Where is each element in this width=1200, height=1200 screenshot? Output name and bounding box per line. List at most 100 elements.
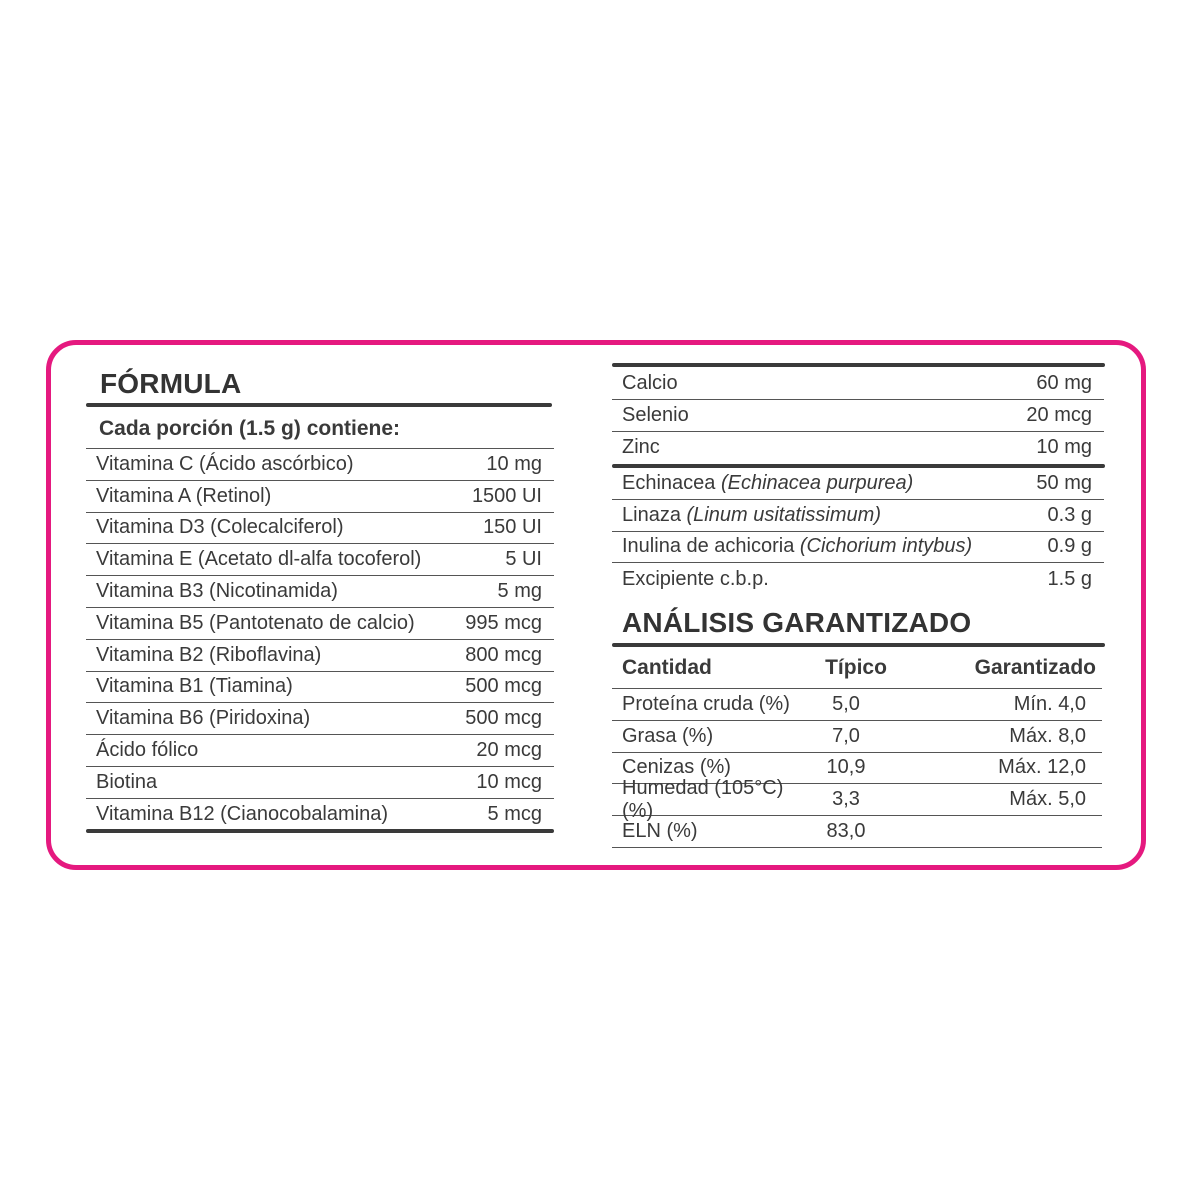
analysis-row: Humedad (105°C)(%) 3,3 Máx. 5,0	[612, 777, 1102, 822]
nutrient-value: 5 mg	[497, 580, 542, 603]
analysis-parameter: Grasa (%)	[622, 724, 714, 747]
botanical-common-name: Echinacea	[622, 471, 721, 494]
nutrient-value: 995 mcg	[465, 611, 542, 634]
analysis-guaranteed: Máx. 8,0	[1009, 724, 1086, 747]
nutrient-value: 1500 UI	[471, 484, 542, 507]
botanical-value: 0.3 g	[1047, 503, 1092, 526]
nutrient-name: Vitamina E (Acetato dl-alfa tocoferol)	[96, 548, 422, 571]
formula-row: Vitamina B6 (Piridoxina) 500 mcg	[86, 703, 554, 736]
nutrient-name: Vitamina B5 (Pantotenato de calcio)	[96, 611, 415, 634]
formula-row: Vitamina B5 (Pantotenato de calcio) 995 m…	[86, 608, 554, 640]
formula-row: Vitamina A (Retinol) 1500 UI	[86, 481, 554, 513]
botanical-row: Inulina de achicoria (Cichorium intybus)…	[612, 532, 1104, 564]
formula-subtitle-row: Cada porción (1.5 g) contiene:	[86, 410, 554, 449]
botanical-name: Echinacea (Echinacea purpurea)	[612, 472, 1036, 495]
formula-row: Vitamina B3 (Nicotinamida) 5 mg	[86, 576, 554, 608]
minerals-table: Calcio 60 mg Selenio 20 mcg Zinc 10 mg	[612, 368, 1104, 463]
botanical-latin-name: (Linum usitatissimum)	[686, 503, 881, 526]
analysis-row: ELN (%) 83,0	[612, 816, 1102, 848]
nutrient-value: 800 mcg	[465, 643, 542, 666]
nutrient-value: 20 mcg	[476, 739, 542, 762]
analysis-typical: 10,9	[826, 756, 866, 779]
botanical-latin-name: (Echinacea purpurea)	[720, 471, 914, 494]
formula-row: Vitamina D3 (Colecalciferol) 150 UI	[86, 513, 554, 545]
botanical-value: 1.5 g	[1047, 567, 1092, 590]
nutrient-name: Vitamina A (Retinol)	[96, 484, 272, 507]
nutrient-name: Vitamina B6 (Piridoxina)	[96, 707, 311, 730]
nutrient-name: Vitamina C (Ácido ascórbico)	[96, 452, 354, 475]
nutrient-name: Vitamina D3 (Colecalciferol)	[96, 516, 344, 539]
nutrient-value: 10 mcg	[476, 770, 542, 793]
nutrient-value: 10 mg	[486, 452, 542, 475]
nutrient-value: 5 UI	[505, 548, 542, 571]
botanical-name: Inulina de achicoria (Cichorium intybus)	[612, 535, 1048, 558]
analysis-typical: 83,0	[826, 820, 866, 843]
botanical-value: 50 mg	[1036, 471, 1092, 494]
formula-row: Vitamina E (Acetato dl-alfa tocoferol) 5 …	[86, 544, 554, 577]
analysis-guaranteed: Mín. 4,0	[1013, 692, 1086, 715]
botanical-row: Excipiente c.b.p. 1.5 g	[612, 563, 1104, 595]
nutrient-name: Vitamina B2 (Riboflavina)	[96, 643, 322, 666]
botanical-name: Linaza (Linum usitatissimum)	[612, 504, 1048, 527]
formula-row: Biotina 10 mcg	[86, 767, 554, 799]
header-garantizado: Garantizado	[974, 655, 1096, 679]
analysis-table: Cantidad Típico Garantizado Proteína cru…	[612, 647, 1102, 848]
analysis-typical: 5,0	[832, 692, 860, 715]
analysis-row: Proteína cruda (%) 5,0 Mín. 4,0	[612, 689, 1102, 721]
analysis-parameter: Cenizas (%)	[622, 756, 731, 779]
formula-title: FÓRMULA	[100, 368, 242, 399]
mineral-value: 60 mg	[1036, 371, 1092, 394]
divider	[612, 643, 1105, 647]
mineral-value: 20 mcg	[1026, 403, 1092, 426]
mineral-name: Calcio	[622, 371, 678, 394]
mineral-row: Selenio 20 mcg	[612, 400, 1104, 432]
nutrient-value: 5 mcg	[487, 803, 542, 826]
analysis-typical: 3,3	[832, 788, 860, 811]
analysis-parameter: ELN (%)	[622, 820, 698, 843]
analysis-row: Cenizas (%) 10,9 Máx. 12,0	[612, 753, 1102, 785]
analysis-header-row: Cantidad Típico Garantizado	[612, 647, 1102, 689]
mineral-value: 10 mg	[1036, 435, 1092, 458]
analysis-parameter: Proteína cruda (%)	[622, 692, 790, 715]
divider	[612, 464, 1105, 468]
botanical-common-name: Linaza	[622, 503, 687, 526]
formula-row: Vitamina B12 (Cianocobalamina) 5 mcg	[86, 799, 554, 831]
analysis-row: Grasa (%) 7,0 Máx. 8,0	[612, 721, 1102, 753]
nutrient-name: Vitamina B1 (Tiamina)	[96, 675, 293, 698]
divider	[86, 829, 554, 833]
nutrient-name: Vitamina B12 (Cianocobalamina)	[96, 803, 389, 826]
formula-row: Vitamina C (Ácido ascórbico) 10 mg	[86, 449, 554, 481]
mineral-name: Zinc	[622, 435, 660, 458]
botanical-common-name: Inulina de achicoria	[622, 535, 800, 558]
botanical-name: Excipiente c.b.p.	[612, 568, 1048, 591]
divider	[612, 363, 1105, 367]
analysis-title: ANÁLISIS GARANTIZADO	[622, 607, 972, 638]
nutrient-name: Vitamina B3 (Nicotinamida)	[96, 580, 338, 603]
formula-table: Cada porción (1.5 g) contiene: Vitamina …	[86, 410, 554, 831]
mineral-row: Zinc 10 mg	[612, 432, 1104, 464]
botanical-row: Echinacea (Echinacea purpurea) 50 mg	[612, 468, 1104, 500]
botanical-latin-name: (Cichorium intybus)	[799, 535, 973, 558]
formula-row: Vitamina B2 (Riboflavina) 800 mcg	[86, 640, 554, 672]
nutrient-name: Ácido fólico	[96, 739, 199, 762]
analysis-guaranteed: Máx. 12,0	[998, 756, 1086, 779]
nutrient-value: 150 UI	[483, 516, 542, 539]
analysis-parameter: Humedad (105°C)(%)	[622, 776, 784, 822]
label-frame	[46, 340, 1146, 870]
header-cantidad: Cantidad	[622, 655, 712, 679]
mineral-name: Selenio	[622, 403, 689, 426]
analysis-typical: 7,0	[832, 724, 860, 747]
botanical-common-name: Excipiente c.b.p.	[622, 567, 769, 590]
mineral-row: Calcio 60 mg	[612, 368, 1104, 400]
nutrient-name: Biotina	[96, 770, 158, 793]
formula-row: Vitamina B1 (Tiamina) 500 mcg	[86, 672, 554, 704]
botanical-value: 0.9 g	[1047, 535, 1092, 558]
nutrient-value: 500 mcg	[465, 675, 542, 698]
nutrient-value: 500 mcg	[465, 707, 542, 730]
formula-subtitle: Cada porción (1.5 g) contiene:	[99, 417, 401, 440]
botanical-row: Linaza (Linum usitatissimum) 0.3 g	[612, 500, 1104, 532]
formula-row: Ácido fólico 20 mcg	[86, 735, 554, 767]
header-tipico: Típico	[825, 655, 887, 679]
botanicals-table: Echinacea (Echinacea purpurea) 50 mg Linaz…	[612, 468, 1104, 595]
divider	[86, 403, 552, 407]
